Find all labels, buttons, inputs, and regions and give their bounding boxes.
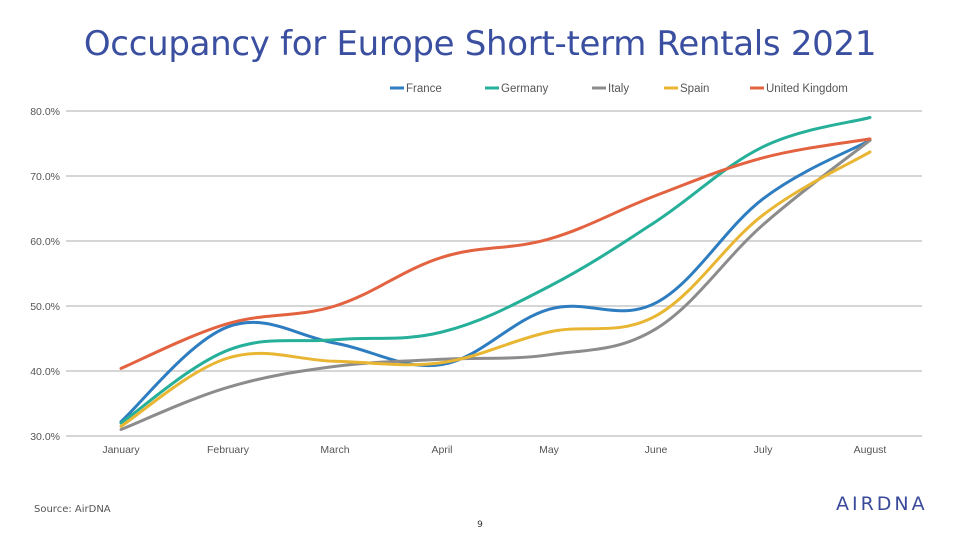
series-line-germany: [119, 116, 872, 425]
series-line-united-kingdom: [119, 137, 872, 370]
x-tick-label: May: [539, 444, 560, 456]
series-line-france: [119, 138, 872, 424]
airdna-logo: AIRDNA: [836, 493, 928, 515]
x-tick-label: April: [431, 444, 452, 456]
series-line-italy: [119, 138, 872, 431]
y-tick-label: 80.0%: [30, 106, 60, 118]
legend-label: United Kingdom: [766, 83, 848, 95]
y-tick-label: 30.0%: [30, 431, 60, 443]
x-tick-label: January: [102, 444, 140, 456]
series-lines: [119, 116, 872, 431]
x-tick-label: June: [645, 444, 668, 456]
y-tick-label: 50.0%: [30, 301, 60, 313]
legend: France Germany Italy Spain United Kingdom: [390, 83, 848, 95]
legend-label: Germany: [501, 83, 549, 95]
slide-title: Occupancy for Europe Short-term Rentals …: [83, 24, 877, 64]
x-tick-label: February: [207, 444, 250, 456]
x-tick-label: August: [854, 444, 887, 456]
y-tick-label: 60.0%: [30, 236, 60, 248]
y-axis: 80.0% 70.0% 60.0% 50.0% 40.0% 30.0%: [30, 106, 60, 443]
y-tick-label: 70.0%: [30, 171, 60, 183]
source-note: Source: AirDNA: [34, 504, 111, 515]
page-number: 9: [477, 520, 483, 530]
legend-label: Spain: [680, 83, 709, 95]
y-tick-label: 40.0%: [30, 366, 60, 378]
legend-label: France: [406, 83, 442, 95]
legend-label: Italy: [608, 83, 629, 95]
series-line-spain: [119, 150, 872, 428]
gridlines: [66, 110, 922, 437]
x-axis: January February March April May June July Augu…: [102, 444, 886, 456]
x-tick-label: March: [320, 444, 349, 456]
x-tick-label: July: [754, 444, 773, 456]
